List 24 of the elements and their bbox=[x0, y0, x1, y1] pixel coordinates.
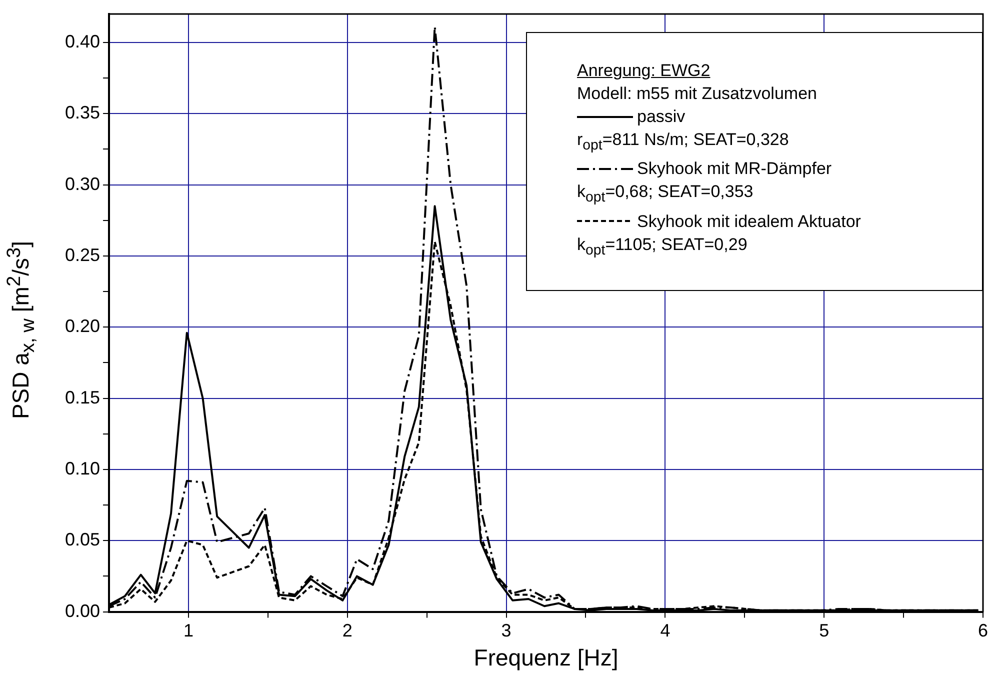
annotation: r$_{opt}$=811 Ns/m; SEAT=0,328 bbox=[577, 129, 790, 156]
annotation: Modell: m55 mit Zusatzvolumen bbox=[577, 83, 818, 105]
x-tick-label: 4 bbox=[660, 620, 670, 641]
annotation: k$_{opt}$=1105; SEAT=0,29 bbox=[577, 234, 748, 260]
legend-label: passiv bbox=[637, 106, 686, 128]
y-tick-label: 0.05 bbox=[64, 530, 100, 550]
y-tick-label: 0.25 bbox=[64, 244, 100, 265]
x-tick-label: 3 bbox=[501, 620, 512, 641]
y-tick-label: 0.15 bbox=[64, 387, 100, 408]
y-tick-label: 0.40 bbox=[64, 31, 100, 52]
legend-title: Anregung: EWG2 bbox=[577, 60, 712, 82]
y-tick-label: 0.10 bbox=[64, 458, 100, 478]
legend-label: Skyhook mit idealem Aktuator bbox=[637, 210, 861, 233]
annotation: k$_{opt}$=0,68; SEAT=0,353 bbox=[577, 181, 754, 208]
x-tick-label: 1 bbox=[183, 620, 194, 641]
x-axis-title: Frequenz [Hz] bbox=[474, 644, 618, 671]
y-tick-label: 0.35 bbox=[64, 102, 100, 123]
x-tick-label: 5 bbox=[819, 620, 830, 641]
x-tick-label: 6 bbox=[978, 620, 988, 641]
x-tick-label: 2 bbox=[342, 620, 352, 641]
y-tick-label: 0.20 bbox=[64, 316, 100, 336]
y-tick-label: 0.00 bbox=[64, 600, 100, 621]
legend-label: Skyhook mit MR-Dämpfer bbox=[637, 158, 832, 180]
y-tick-label: 0.30 bbox=[64, 174, 100, 194]
